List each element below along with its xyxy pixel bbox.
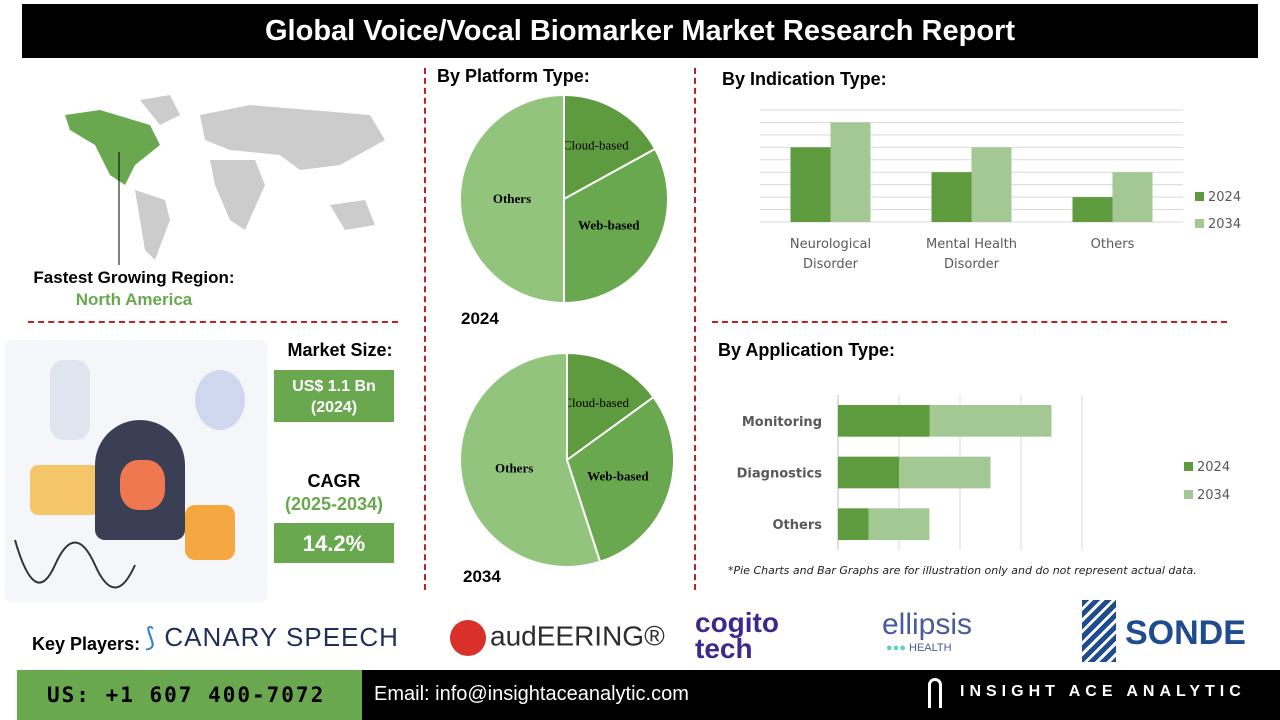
bar-2034 (1112, 172, 1153, 222)
world-map (65, 95, 385, 265)
legend-swatch (1184, 490, 1193, 499)
legend-swatch (1195, 219, 1204, 228)
pie-label: Web-based (587, 469, 649, 484)
market-size-year: (2024) (310, 399, 358, 416)
pie-2024-year: 2024 (461, 309, 499, 328)
indication-bar-chart: Neurological Disorder Mental Health Disorde… (760, 109, 1241, 272)
voice-illustration (5, 340, 267, 602)
pie-slice-others (459, 93, 565, 305)
category-label: Monitoring (742, 415, 822, 430)
pie-label: Cloud-based (563, 137, 629, 152)
category-label: Neurological (790, 237, 871, 252)
brand-name: INSIGHT ACE ANALYTIC (960, 683, 1246, 700)
bar-2034 (868, 508, 930, 540)
page-title: Global Voice/Vocal Biomarker Market Rese… (22, 4, 1258, 58)
indication-title: By Indication Type: (722, 69, 887, 89)
cagr-label: CAGR (307, 471, 361, 491)
cagr-value: 14.2% (273, 522, 395, 564)
legend-swatch (1184, 462, 1193, 471)
cagr-period: (2025-2034) (284, 494, 384, 514)
category-label: Others (773, 518, 823, 533)
legend-label: 2024 (1208, 190, 1241, 205)
legend-label: 2034 (1208, 217, 1241, 232)
north-america-region (65, 110, 160, 185)
cogitotech-logo: cogito tech (695, 607, 779, 664)
brand-logo-icon (928, 678, 942, 708)
pie-slice-web-based (565, 395, 675, 564)
pie-label: Cloud-based (563, 395, 629, 410)
category-label: Mental Health (926, 237, 1017, 252)
pie-label: Web-based (578, 217, 640, 232)
application-bar-chart: Monitoring Diagnostics Others 2024 2034 (737, 395, 1230, 550)
canary-speech-logo: ⟆ CANARY SPEECH (145, 622, 399, 652)
phone-contact[interactable]: US: +1 607 400-7072 (17, 670, 362, 720)
pie-slice-others (459, 351, 602, 568)
platform-title: By Platform Type: (437, 66, 590, 86)
bar-2024 (838, 405, 930, 437)
category-label: Diagnostics (737, 467, 823, 482)
bar-2024 (931, 172, 972, 222)
email-contact[interactable]: Email: info@insightaceanalytic.com (374, 683, 689, 705)
region-label: Fastest Growing Region: (33, 268, 235, 287)
bar-2034 (830, 122, 871, 222)
category-label: Disorder (803, 257, 859, 272)
pie-slice-cloud-based (563, 93, 657, 201)
pie-2034-year: 2034 (463, 567, 501, 586)
pie-chart-2024: Cloud-based Web-based Others (459, 93, 669, 305)
sonde-mark-icon (1082, 600, 1116, 662)
pie-slice-web-based (563, 147, 669, 305)
application-title: By Application Type: (718, 340, 896, 360)
key-players-label: Key Players: (32, 634, 141, 654)
legend-label: 2034 (1197, 488, 1230, 503)
ellipsis-health-text: ●●● HEALTH (886, 642, 952, 654)
bar-2034 (929, 405, 1052, 437)
bar-2024 (1072, 197, 1113, 222)
legend-label: 2024 (1197, 460, 1230, 475)
category-label: Disorder (944, 257, 1000, 272)
market-size-value: US$ 1.1 Bn (292, 378, 376, 395)
bar-2024 (838, 456, 899, 489)
disclaimer-note: *Pie Charts and Bar Graphs are for illus… (728, 564, 1197, 577)
bar-2034 (971, 147, 1012, 222)
audeering-logo: audEERING® (450, 620, 665, 656)
ellipsis-logo: ellipsis (882, 608, 973, 641)
region-value: North America (75, 290, 193, 309)
sonde-logo: SONDE (1125, 614, 1246, 652)
bar-2024 (838, 508, 869, 540)
pie-chart-2034: Cloud-based Web-based Others (459, 351, 675, 568)
pie-slice-cloud-based (566, 351, 655, 462)
legend-swatch (1195, 192, 1204, 201)
pie-label: Others (495, 460, 533, 475)
category-label: Others (1091, 237, 1135, 252)
pie-label: Others (493, 191, 531, 206)
bar-2034 (899, 456, 991, 489)
market-size-box: US$ 1.1 Bn (2024) (273, 369, 395, 423)
market-size-label: Market Size: (287, 340, 393, 360)
bar-2024 (790, 147, 831, 222)
